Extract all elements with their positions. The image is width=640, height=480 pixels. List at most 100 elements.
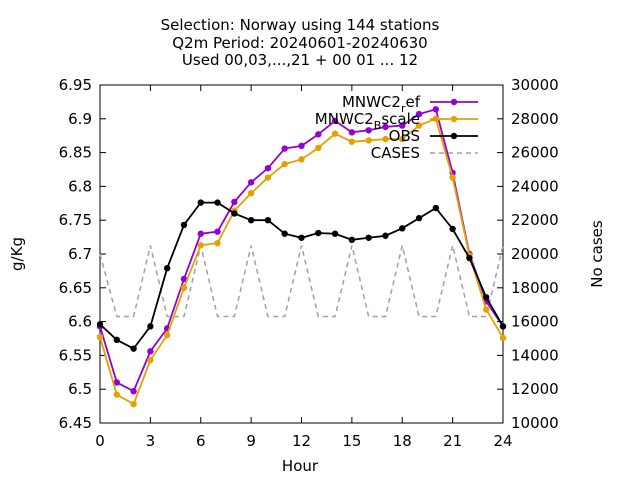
data-point xyxy=(331,130,339,137)
data-point xyxy=(113,391,120,398)
data-point xyxy=(432,204,440,212)
y-tick-label: 6.7 xyxy=(68,245,92,263)
data-point xyxy=(315,131,322,138)
series-line-mnwc2-ef xyxy=(99,108,504,393)
data-point xyxy=(247,217,255,224)
title-line-2: Q2m Period: 20240601-20240630 xyxy=(172,34,427,52)
x-tick-label: 18 xyxy=(393,432,412,450)
data-point xyxy=(365,137,372,144)
series-layer xyxy=(96,106,507,408)
data-point xyxy=(96,321,104,328)
data-point xyxy=(499,334,507,342)
data-point xyxy=(331,117,339,125)
y-axis-ticks: 6.45 6.5 6.55 6.6 6.65 6.7 6.75 6.8 6.85 6.9 6.95 xyxy=(59,76,106,432)
data-point xyxy=(466,254,473,262)
y2-tick-label: 22000 xyxy=(511,211,559,229)
y2-tick-label: 12000 xyxy=(511,380,559,398)
legend-label: OBS xyxy=(389,127,420,145)
y2-tick-label: 26000 xyxy=(511,144,559,162)
data-point xyxy=(264,217,272,224)
y-tick-label: 6.8 xyxy=(68,177,92,195)
legend-marker xyxy=(450,132,458,140)
data-point xyxy=(264,174,272,181)
y2-tick-label: 14000 xyxy=(511,346,559,364)
data-point xyxy=(130,400,137,408)
y2-axis-label: No cases xyxy=(588,220,606,288)
legend-label: CASES xyxy=(371,144,420,162)
data-point xyxy=(365,234,372,241)
legend-label: MNWC2Bscale xyxy=(315,110,420,132)
y2-tick-label: 16000 xyxy=(511,313,559,331)
data-point xyxy=(298,156,305,163)
data-point xyxy=(147,323,154,330)
data-point xyxy=(415,110,423,118)
data-point xyxy=(348,138,356,145)
data-point xyxy=(197,199,204,206)
data-point xyxy=(113,379,120,386)
x-tick-label: 21 xyxy=(443,432,462,450)
data-point xyxy=(348,129,356,136)
data-point xyxy=(382,123,389,131)
y-tick-label: 6.75 xyxy=(59,211,92,229)
data-point xyxy=(214,228,221,235)
y-tick-label: 6.55 xyxy=(59,346,92,364)
data-point xyxy=(281,145,288,152)
y-axis-label: g/Kg xyxy=(8,237,26,271)
data-point xyxy=(180,275,188,283)
data-point xyxy=(399,225,406,232)
legend-marker xyxy=(450,115,458,123)
data-point xyxy=(180,221,188,229)
legend-label: MNWC2ref xyxy=(342,93,421,115)
data-point xyxy=(231,210,238,217)
data-point xyxy=(281,230,288,237)
y2-tick-label: 28000 xyxy=(511,110,559,128)
data-point xyxy=(247,179,255,186)
y-tick-label: 6.9 xyxy=(68,110,92,128)
data-point xyxy=(130,345,137,352)
title-line-3: Used 00,03,...,21 + 00 01 ... 12 xyxy=(182,51,418,69)
y2-tick-label: 24000 xyxy=(511,177,559,195)
data-point xyxy=(197,230,204,237)
data-point xyxy=(247,189,255,197)
data-point xyxy=(180,284,188,291)
y-tick-label: 6.85 xyxy=(59,144,92,162)
x-axis-label: Hour xyxy=(282,457,319,475)
data-point xyxy=(163,331,171,339)
data-point xyxy=(499,323,507,330)
data-point xyxy=(331,230,339,237)
data-point xyxy=(315,229,322,237)
y2-tick-label: 18000 xyxy=(511,279,559,297)
data-point xyxy=(365,127,372,134)
series-line-cases xyxy=(99,245,504,318)
data-point xyxy=(163,264,171,272)
data-point xyxy=(264,164,272,172)
y2-tick-label: 30000 xyxy=(511,76,559,94)
data-point xyxy=(315,144,322,152)
x-tick-label: 3 xyxy=(146,432,156,450)
data-point xyxy=(281,160,288,168)
data-point xyxy=(415,214,423,222)
data-point xyxy=(147,356,154,364)
x-tick-label: 12 xyxy=(292,432,311,450)
y2-tick-label: 20000 xyxy=(511,245,559,263)
data-point xyxy=(449,174,456,181)
chart-title: Selection: Norway using 144 stations Q2m… xyxy=(161,16,440,69)
x-tick-label: 6 xyxy=(196,432,206,450)
legend-marker xyxy=(450,98,458,106)
data-point xyxy=(298,142,305,150)
data-point xyxy=(382,232,389,239)
y-tick-label: 6.6 xyxy=(68,313,92,331)
data-point xyxy=(483,306,490,313)
y-tick-label: 6.65 xyxy=(59,279,92,297)
x-tick-label: 0 xyxy=(95,432,105,450)
data-point xyxy=(130,388,137,395)
data-point xyxy=(483,294,490,301)
x-tick-label: 15 xyxy=(342,432,361,450)
data-point xyxy=(96,333,104,341)
data-point xyxy=(147,348,154,355)
x-tick-label: 9 xyxy=(246,432,256,450)
y-tick-label: 6.5 xyxy=(68,380,92,398)
series-line-obs xyxy=(99,201,504,350)
x-tick-label: 24 xyxy=(493,432,512,450)
